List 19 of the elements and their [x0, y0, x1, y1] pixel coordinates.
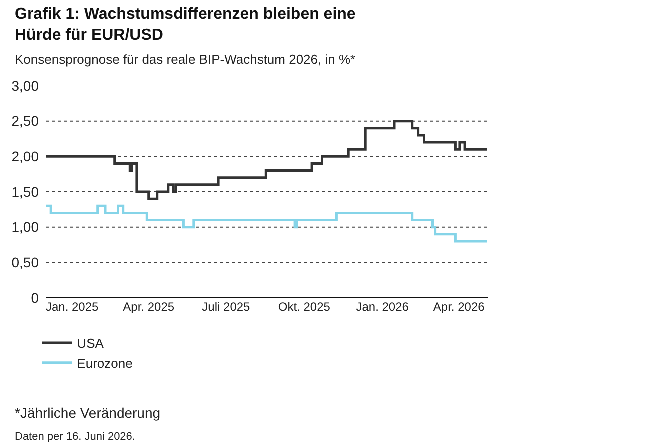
y-tick-label: 2,50	[12, 113, 40, 130]
text: Daten per 16. Juni 2026.	[15, 431, 136, 443]
y-tick-label: 0,50	[12, 254, 40, 271]
legend-label: USA	[77, 336, 104, 352]
x-tick-label: Okt. 2025	[278, 300, 331, 314]
y-tick-label: 2,00	[12, 148, 40, 165]
chart-subtitle: Konsensprognose für das reale BIP-Wachstum 2026, in %*	[15, 52, 356, 67]
y-tick-label: 1,50	[12, 184, 40, 200]
chart-title: Grafik 1: Wachstumsdifferenzen bleiben eine Hürde für EUR/USD	[15, 6, 356, 44]
x-tick-label: Jan. 2025	[46, 300, 100, 314]
x-tick-label: Apr. 2025	[123, 300, 175, 314]
y-tick-label: 3,00	[12, 78, 40, 94]
y-tick-label: 1,00	[12, 219, 40, 236]
x-tick-label: Jan. 2026	[356, 300, 410, 314]
x-tick-label: Juli 2025	[202, 300, 251, 314]
x-tick-label: Apr. 2026	[433, 300, 486, 314]
legend-label: Eurozone	[77, 356, 133, 371]
text: *Jährliche Veränderung	[15, 405, 161, 421]
y-tick-label: 0	[31, 290, 40, 306]
